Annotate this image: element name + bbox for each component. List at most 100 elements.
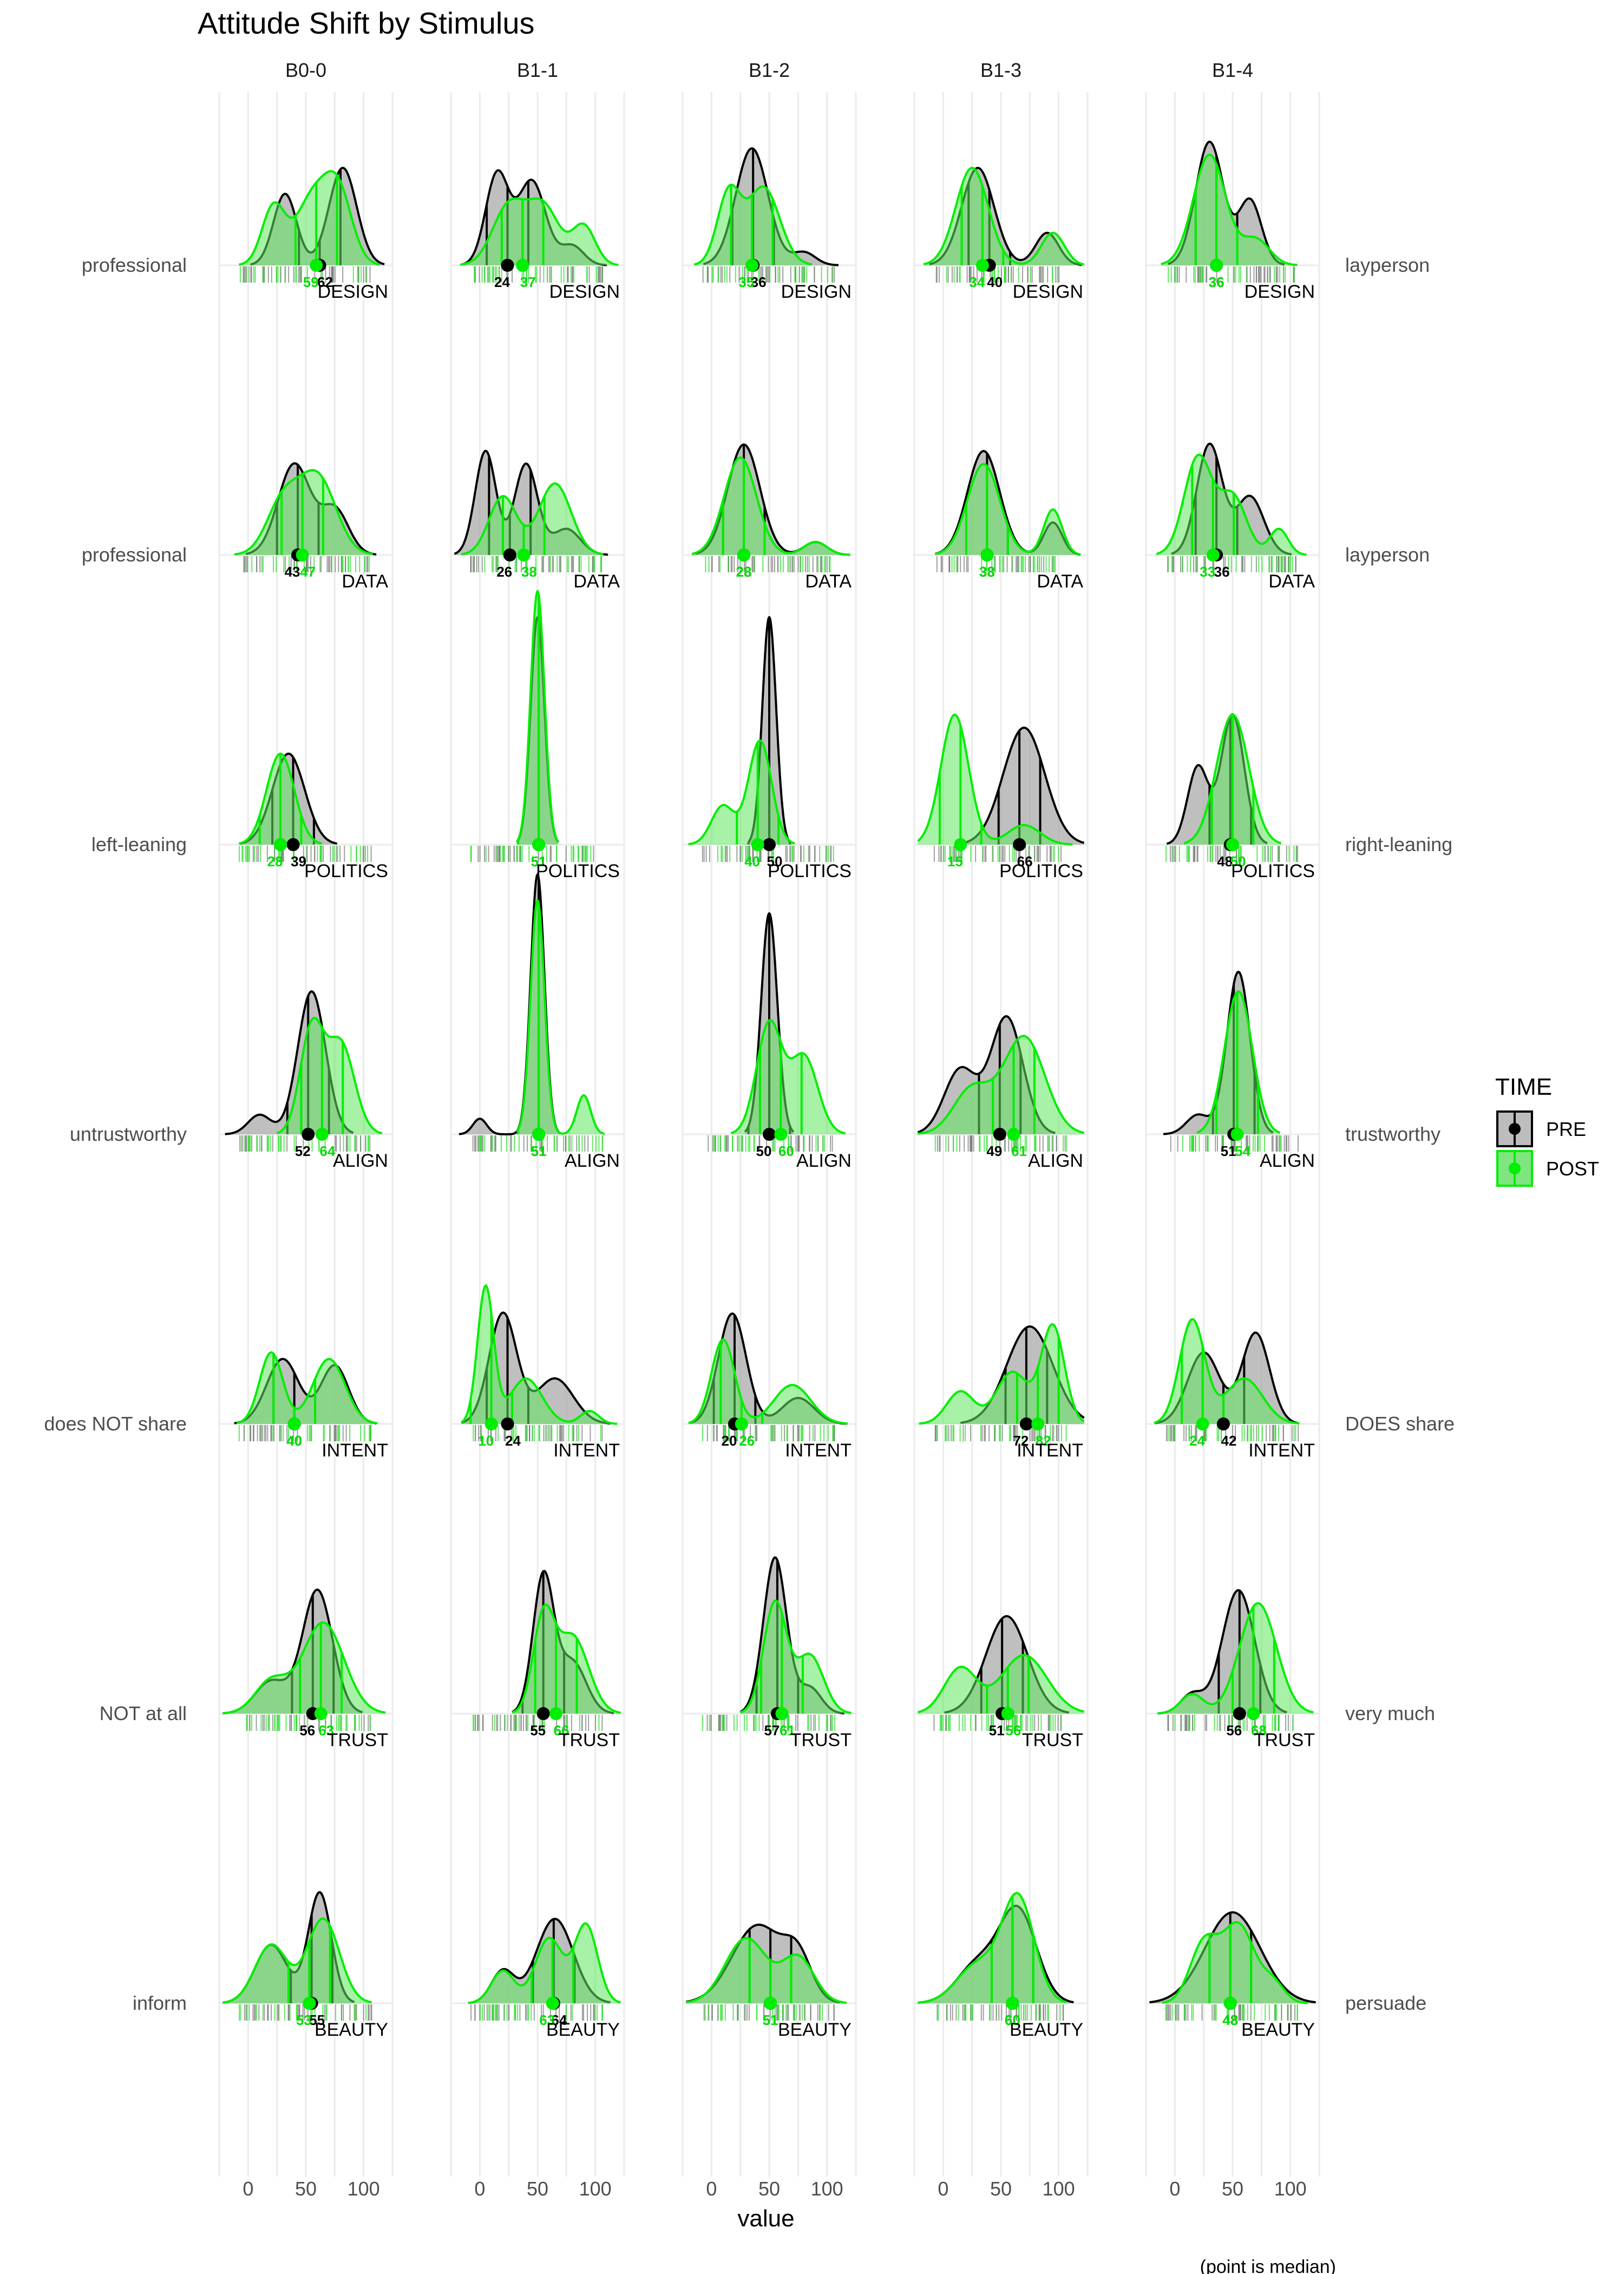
post-density-fill [918,1655,1084,1714]
row-right-label: layperson [1345,254,1430,276]
pre-median-label: 36 [1209,274,1224,290]
post-median-label: 54 [1235,1143,1250,1159]
pre-median-point [1216,1417,1230,1430]
facet-strip-label: B1-1 [517,59,558,81]
x-tick-label: 100 [348,2178,380,2200]
post-density-line [917,714,1073,846]
row-left-label: professional [82,544,187,566]
post-density-line [468,1922,621,2004]
post-median-label: 26 [739,1433,755,1449]
post-median-label: 51 [531,1143,547,1159]
pre-median-point [1019,1417,1033,1430]
post-median-point [751,838,764,851]
trait-label: BEAUTY [546,2020,620,2040]
post-median-label: 36 [1209,274,1224,290]
trait-label: BEAUTY [1241,2020,1315,2040]
post-density-line [918,1035,1085,1135]
row-right-label: DOES share [1345,1413,1455,1435]
post-density-line [1162,1921,1308,2004]
trait-label: BEAUTY [315,2020,388,2040]
post-density-fill [694,185,812,265]
post-density-line [516,899,605,1135]
trait-label: INTENT [322,1440,388,1461]
x-tick-label: 50 [1222,2178,1243,2200]
row-right-label: persuade [1345,1992,1426,2014]
pre-median-label: 72 [1013,1433,1029,1449]
post-density-line [516,590,559,843]
post-median-label: 56 [1005,1722,1021,1739]
post-density-line [691,456,850,556]
post-density-fill [512,1604,621,1714]
ridge-cell: 24 37 DESIGN [460,169,620,302]
pre-median-point [1233,1707,1246,1720]
pre-median-point [302,1128,315,1141]
post-median-point [737,548,751,561]
post-density-line [1156,453,1307,556]
pre-median-point [763,838,776,851]
pre-density-line [1149,1911,1316,2004]
trait-label: DATA [1268,571,1315,592]
pre-median-label: 56 [1226,1722,1242,1739]
pre-median-point [763,1128,776,1141]
x-tick-label: 50 [527,2178,548,2200]
post-median-label: 10 [478,1433,494,1449]
row-left-label: does NOT share [44,1413,187,1435]
post-density-line [238,170,380,266]
x-tick-label: 0 [1169,2178,1180,2200]
trait-label: DATA [1037,571,1083,592]
legend-key-pre [1496,1110,1533,1147]
x-tick-label: 50 [758,2178,780,2200]
pre-median-label: 50 [756,1143,772,1159]
post-density-fill [237,1352,378,1424]
post-median-point [532,1128,546,1141]
legend-key-post [1496,1150,1533,1187]
post-median-label: 38 [979,564,995,580]
trait-label: POLITICS [768,861,852,881]
row-left-label: untrustworthy [70,1123,187,1145]
post-median-point [532,838,546,851]
post-density-fill [686,1938,847,2003]
trait-label: DESIGN [549,282,620,302]
post-median-point [287,1417,301,1430]
post-density-line [512,1603,621,1714]
post-density-fill [461,483,604,555]
pre-density-line [459,872,560,1135]
pre-median-label: 60 [1005,2012,1020,2028]
trait-label: TRUST [1022,1730,1083,1750]
post-median-point [310,259,323,272]
ridge-cell: 51 56 TRUST [917,1615,1085,1750]
pre-median-label: 36 [1214,564,1230,580]
post-density-line [731,1019,846,1135]
pre-median-label: 36 [751,274,767,290]
post-density-line [236,1351,378,1424]
trait-label: DESIGN [1013,282,1083,302]
post-median-point [1006,1997,1019,2010]
x-tick-label: 100 [579,2178,612,2200]
x-tick-label: 0 [938,2178,948,2200]
post-median-label: 60 [778,1143,794,1159]
post-density-line [688,739,795,846]
trait-label: INTENT [1017,1440,1083,1461]
post-density-fill [222,1622,386,1714]
pre-median-label: 51 [989,1722,1005,1739]
post-density-fill [1162,1922,1308,2003]
pre-median-point [501,1417,514,1430]
ridge-cell: 39 28 POLITICS [238,752,388,881]
ridge-cell: 24 10 INTENT [461,1284,620,1461]
post-density-fill [692,458,850,555]
ridge-cell: 20 26 INTENT [688,1312,852,1461]
post-median-label: 15 [947,853,963,870]
pre-median-label: 28 [736,564,752,580]
trait-label: POLITICS [536,861,620,881]
post-median-label: 48 [1222,2012,1238,2028]
post-density-line [688,1338,848,1425]
pre-median-label: 40 [286,1433,302,1449]
